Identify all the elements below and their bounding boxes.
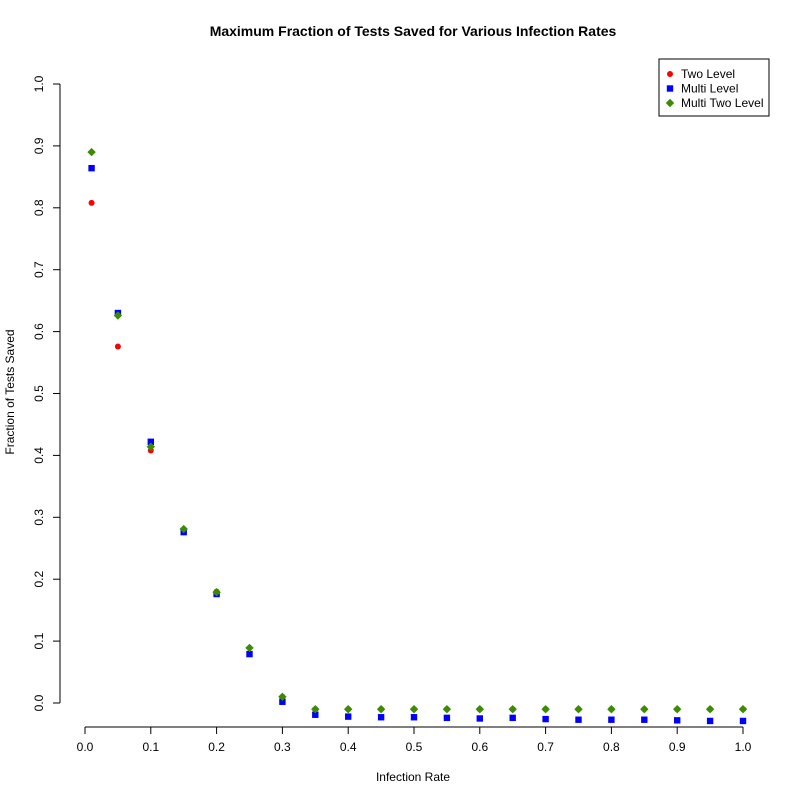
data-point (312, 711, 319, 718)
data-point (739, 717, 747, 725)
axes: 0.0 0.1 0.2 0.3 0.4 0.5 0.6 0.7 0.8 0.9 1.0 0.0 0.1 0… (32, 75, 752, 754)
data-point (475, 704, 484, 714)
data-point (344, 704, 353, 714)
legend-marker (667, 71, 673, 77)
data-point (542, 715, 549, 723)
x-tick-label: 0.2 (208, 740, 225, 754)
data-point (674, 717, 681, 724)
x-tick-label: 1.0 (735, 740, 752, 754)
chart-title: Maximum Fraction of Tests Saved for Vari… (210, 23, 617, 39)
data-point (377, 714, 385, 721)
y-tick-label: 0.4 (32, 447, 46, 464)
data-point (706, 717, 714, 725)
y-tick-label: 0.1 (32, 632, 46, 649)
legend-entry: Two Level (681, 67, 735, 81)
x-axis-label: Infection Rate (376, 770, 450, 784)
data-point (443, 714, 451, 722)
y-tick-label: 1.0 (32, 75, 46, 92)
data-point (114, 343, 121, 350)
data-point (376, 704, 386, 714)
data-point (345, 713, 352, 720)
data-point (575, 716, 582, 723)
data-point (541, 704, 550, 714)
legend-marker (666, 85, 674, 92)
series-multi-two-level (87, 147, 748, 714)
data-point (147, 438, 154, 445)
y-tick-label: 0.5 (32, 385, 46, 402)
data-point (607, 704, 616, 714)
y-tick-label: 0.3 (32, 509, 46, 526)
y-tick-label: 0.2 (32, 571, 46, 588)
legend-entry: Multi Level (681, 82, 738, 96)
x-tick-label: 0.0 (77, 740, 94, 754)
data-point (641, 716, 648, 723)
data-point (476, 715, 483, 722)
data-point (179, 524, 188, 534)
data-point (212, 587, 221, 597)
data-point (673, 704, 682, 714)
data-point (311, 704, 320, 714)
y-tick-label: 0.0 (32, 694, 46, 711)
x-tick-label: 0.4 (340, 740, 357, 754)
data-point (279, 698, 286, 705)
x-tick-label: 0.1 (142, 740, 159, 754)
data-point (88, 199, 95, 206)
data-points (87, 147, 748, 725)
data-point (608, 716, 615, 723)
y-tick-label: 0.6 (32, 323, 46, 340)
legend-marker (665, 98, 675, 108)
data-point (508, 704, 517, 714)
y-tick-label: 0.7 (32, 261, 46, 278)
data-point (113, 311, 123, 320)
data-point (738, 704, 748, 714)
data-point (640, 704, 649, 714)
x-tick-label: 0.7 (537, 740, 554, 754)
x-tick-label: 0.9 (669, 740, 686, 754)
data-point (245, 643, 254, 653)
legend-entry: Multi Two Level (681, 96, 763, 110)
y-axis-label: Fraction of Tests Saved (3, 329, 17, 454)
x-tick-label: 0.8 (603, 740, 620, 754)
y-tick-label: 0.9 (32, 137, 46, 154)
data-point (278, 692, 287, 702)
y-tick-label: 0.8 (32, 199, 46, 216)
data-point (88, 164, 95, 172)
x-tick-label: 0.6 (471, 740, 488, 754)
data-point (442, 704, 452, 714)
data-point (410, 714, 418, 721)
data-point (409, 704, 419, 714)
data-point (705, 704, 715, 714)
data-point (574, 704, 583, 714)
data-point (87, 147, 96, 157)
data-point (509, 714, 516, 722)
data-point (146, 442, 155, 451)
legend-box (658, 58, 770, 117)
x-tick-label: 0.5 (406, 740, 423, 754)
x-tick-label: 0.3 (274, 740, 291, 754)
data-point (246, 650, 253, 658)
